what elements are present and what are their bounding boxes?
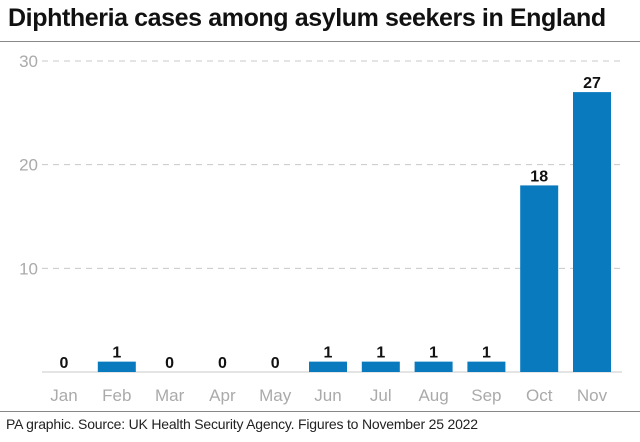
- data-label-jan: 0: [60, 355, 69, 372]
- bar-jul: [361, 361, 400, 372]
- data-label-may: 0: [271, 355, 280, 372]
- bar-nov: [573, 92, 611, 372]
- x-tick-label-oct: Oct: [526, 386, 553, 405]
- x-tick-label-jul: Jul: [370, 386, 392, 405]
- bar-sep: [467, 361, 506, 372]
- data-label-feb: 1: [112, 345, 121, 362]
- chart-title: Diphtheria cases among asylum seekers in…: [8, 4, 606, 32]
- bar-aug: [414, 361, 453, 372]
- top-divider: [0, 41, 640, 42]
- x-tick-label-nov: Nov: [577, 386, 608, 405]
- x-tick-label-jun: Jun: [314, 386, 341, 405]
- bars: [97, 92, 611, 372]
- data-label-apr: 0: [218, 355, 227, 372]
- data-label-jun: 1: [324, 345, 333, 362]
- bar-feb: [97, 361, 136, 372]
- x-tick-label-mar: Mar: [155, 386, 185, 405]
- data-label-aug: 1: [429, 345, 438, 362]
- data-label-jul: 1: [376, 345, 385, 362]
- x-tick-label-sep: Sep: [471, 386, 501, 405]
- source-note: PA graphic. Source: UK Health Security A…: [6, 416, 478, 432]
- y-tick-label: 10: [19, 259, 38, 278]
- data-label-nov: 27: [583, 75, 601, 92]
- x-tick-label-feb: Feb: [102, 386, 131, 405]
- data-labels: 0 1 0 0 0 1 1 1 1 18 27: [60, 75, 601, 372]
- x-tick-label-aug: Aug: [418, 386, 448, 405]
- bar-oct: [520, 185, 559, 372]
- data-label-oct: 18: [530, 168, 548, 185]
- bottom-divider: [0, 411, 640, 412]
- bar-jun: [309, 361, 347, 372]
- data-label-mar: 0: [165, 355, 174, 372]
- y-tick-label: 30: [19, 52, 38, 71]
- y-tick-label: 20: [19, 156, 38, 175]
- x-tick-label-apr: Apr: [209, 386, 236, 405]
- x-axis: Jan Feb Mar Apr May Jun Jul Aug Sep Oct Nov: [50, 386, 607, 405]
- data-label-sep: 1: [482, 345, 491, 362]
- x-tick-label-may: May: [259, 386, 292, 405]
- x-tick-label-jan: Jan: [50, 386, 77, 405]
